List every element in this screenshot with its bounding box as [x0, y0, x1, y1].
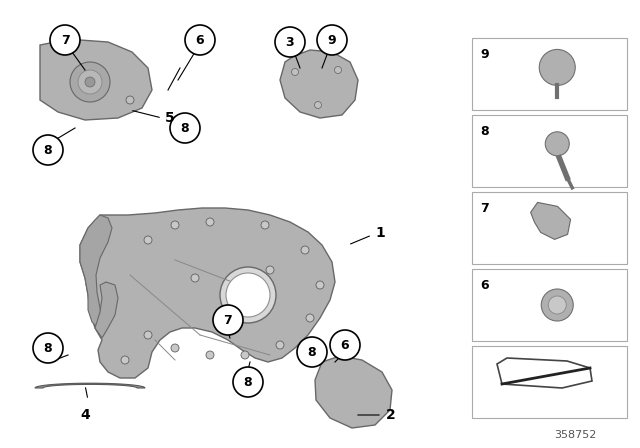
Circle shape: [213, 305, 243, 335]
Circle shape: [261, 221, 269, 229]
Text: 6: 6: [480, 279, 488, 292]
Text: 9: 9: [328, 34, 336, 47]
Text: 8: 8: [244, 375, 252, 388]
Circle shape: [33, 333, 63, 363]
Text: 5: 5: [165, 111, 175, 125]
Circle shape: [226, 273, 270, 317]
Circle shape: [276, 341, 284, 349]
Polygon shape: [35, 383, 145, 388]
Text: 6: 6: [340, 339, 349, 352]
Circle shape: [548, 296, 566, 314]
Circle shape: [78, 70, 102, 94]
Text: 1: 1: [375, 226, 385, 240]
Text: 7: 7: [223, 314, 232, 327]
FancyBboxPatch shape: [472, 192, 627, 264]
Circle shape: [330, 330, 360, 360]
Circle shape: [126, 96, 134, 104]
Circle shape: [291, 69, 298, 76]
Circle shape: [185, 25, 215, 55]
Polygon shape: [80, 208, 335, 378]
Polygon shape: [280, 50, 358, 118]
Circle shape: [171, 221, 179, 229]
Circle shape: [170, 113, 200, 143]
Polygon shape: [95, 282, 118, 338]
Circle shape: [301, 246, 309, 254]
Circle shape: [121, 356, 129, 364]
Text: 8: 8: [480, 125, 488, 138]
Circle shape: [314, 102, 321, 108]
Circle shape: [144, 331, 152, 339]
Circle shape: [206, 351, 214, 359]
Circle shape: [233, 367, 263, 397]
Text: 3: 3: [285, 35, 294, 48]
Text: 6: 6: [196, 34, 204, 47]
Circle shape: [317, 25, 347, 55]
Circle shape: [241, 351, 249, 359]
Circle shape: [171, 344, 179, 352]
Text: 7: 7: [61, 34, 69, 47]
Polygon shape: [531, 202, 571, 239]
Text: 2: 2: [386, 408, 396, 422]
Circle shape: [297, 337, 327, 367]
Text: 8: 8: [44, 143, 52, 156]
Text: 8: 8: [180, 121, 189, 134]
Circle shape: [191, 274, 199, 282]
Circle shape: [275, 27, 305, 57]
Circle shape: [540, 49, 575, 86]
Polygon shape: [40, 40, 152, 120]
Text: 358752: 358752: [554, 430, 596, 440]
Polygon shape: [315, 356, 392, 428]
Circle shape: [144, 236, 152, 244]
Circle shape: [206, 218, 214, 226]
Polygon shape: [80, 215, 112, 328]
FancyBboxPatch shape: [472, 346, 627, 418]
Text: 8: 8: [44, 341, 52, 354]
Text: 9: 9: [480, 48, 488, 61]
FancyBboxPatch shape: [472, 38, 627, 110]
Circle shape: [316, 281, 324, 289]
Circle shape: [70, 62, 110, 102]
Text: 8: 8: [308, 345, 316, 358]
Circle shape: [33, 135, 63, 165]
Circle shape: [220, 267, 276, 323]
FancyBboxPatch shape: [472, 269, 627, 341]
Circle shape: [306, 314, 314, 322]
Circle shape: [50, 25, 80, 55]
Circle shape: [541, 289, 573, 321]
Circle shape: [85, 77, 95, 87]
Text: 7: 7: [480, 202, 489, 215]
FancyBboxPatch shape: [472, 115, 627, 187]
Circle shape: [545, 132, 569, 156]
Circle shape: [335, 66, 342, 73]
Text: 4: 4: [80, 408, 90, 422]
Circle shape: [266, 266, 274, 274]
